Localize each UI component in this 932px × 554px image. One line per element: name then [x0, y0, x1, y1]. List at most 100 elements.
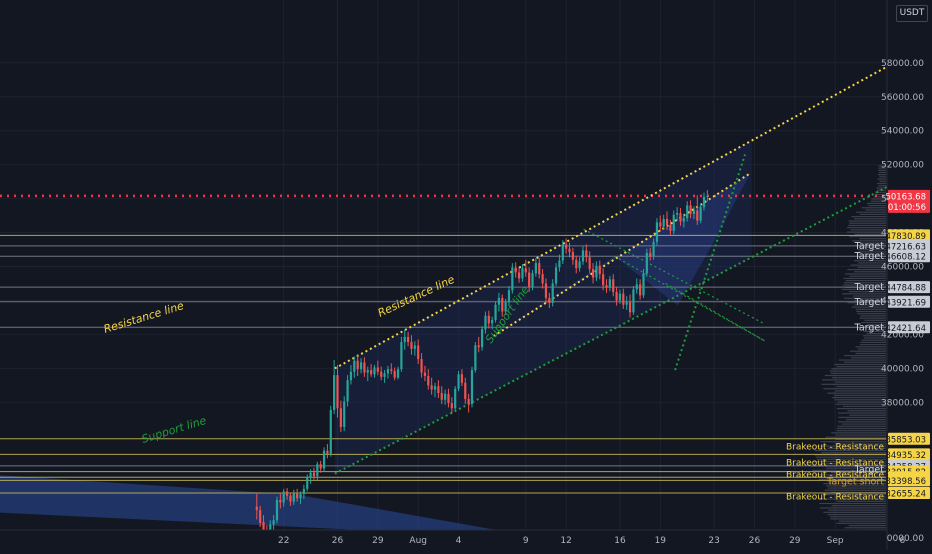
volume-profile-bar: [828, 509, 886, 511]
volume-profile-bar: [825, 467, 886, 469]
volume-profile-bar: [842, 405, 886, 407]
volume-profile-bar: [848, 291, 886, 293]
volume-profile-bar: [854, 304, 886, 306]
candle-body: [370, 370, 373, 375]
candle-body: [417, 345, 420, 360]
level-annotation: Target: [854, 241, 885, 252]
candle-body: [706, 195, 709, 197]
volume-profile-bar: [844, 297, 886, 299]
volume-profile-bar: [857, 262, 886, 264]
currency-button[interactable]: USDT: [896, 5, 928, 22]
price-label-background: [888, 487, 930, 500]
volume-profile-bar: [827, 480, 886, 483]
candle-body: [491, 319, 494, 324]
volume-profile-bar: [867, 202, 886, 204]
volume-profile-bar: [858, 251, 886, 253]
candle-body: [628, 302, 632, 313]
volume-profile-bar: [842, 293, 886, 295]
level-annotation: Target: [854, 251, 885, 262]
volume-profile-bar: [835, 434, 886, 436]
candle-body: [346, 380, 349, 402]
volume-profile-bar: [864, 337, 886, 339]
candle-body: [450, 403, 453, 409]
volume-profile-bar: [825, 436, 886, 438]
trendlines: [334, 40, 932, 475]
time-tick-label: 12: [560, 536, 571, 546]
candle-body: [484, 315, 487, 330]
candle-body: [659, 222, 662, 227]
candle-body: [474, 345, 477, 371]
candle-body: [322, 450, 326, 469]
volume-profile-bar: [834, 394, 886, 396]
candle-body: [309, 472, 312, 478]
volume-profile-bar: [846, 227, 886, 229]
candle-body: [292, 493, 295, 502]
candle-body: [669, 224, 672, 231]
volume-profile-bar: [830, 518, 886, 520]
volume-profile-bar: [844, 273, 886, 275]
volume-profile-bar: [866, 332, 886, 335]
candle-body: [682, 218, 685, 222]
price-label-background: [888, 432, 930, 445]
volume-profile-bar: [855, 244, 886, 246]
volume-profile-bar: [861, 321, 886, 324]
candle-body: [568, 248, 571, 253]
volume-profile-bar: [871, 200, 886, 202]
volume-profile-bar: [845, 419, 886, 421]
candle-body: [692, 210, 696, 214]
volume-profile-bar: [871, 198, 886, 200]
price-label-background: [888, 474, 930, 487]
price-label: 47830.89: [885, 232, 926, 242]
candle-body: [554, 267, 558, 284]
candle-body: [581, 250, 585, 262]
volume-profile-bar: [878, 167, 886, 169]
trendline: [583, 228, 766, 325]
volume-profile-bar: [834, 399, 886, 401]
price-countdown: 01:00:56: [888, 203, 926, 213]
candle-body: [655, 222, 659, 242]
level-annotation: Brakeout - Resistance: [786, 442, 884, 452]
grid-lines: [0, 0, 903, 539]
candle-body: [504, 302, 507, 312]
candle-body: [497, 297, 500, 305]
volume-profile-bar: [835, 438, 886, 441]
volume-profile-bar: [841, 423, 886, 425]
candle-body: [396, 369, 400, 378]
candle-body: [279, 499, 282, 503]
candle-body: [541, 274, 544, 284]
candle-body: [430, 385, 433, 390]
volume-profile-bar: [831, 368, 886, 370]
volume-profile-bar: [844, 355, 886, 357]
volume-profile-bar: [849, 414, 886, 416]
volume-profile-bar: [838, 416, 886, 419]
volume-profile-bar: [836, 500, 886, 502]
volume-profile-bar: [874, 193, 886, 196]
volume-profile-bar: [834, 443, 886, 445]
candle-body: [373, 367, 376, 375]
candle-body: [343, 401, 346, 427]
candle-body: [575, 259, 578, 269]
candle-body: [615, 291, 618, 301]
candle-body: [467, 398, 470, 405]
volume-profile-bar: [852, 240, 886, 242]
volume-profile-bar: [868, 204, 886, 207]
candle-body: [289, 495, 292, 502]
candle-body: [403, 336, 406, 343]
volume-profile-bar: [838, 520, 886, 522]
volume-profile-bar: [836, 385, 886, 388]
price-label: 46608.12: [885, 253, 926, 263]
candle-body: [635, 284, 638, 290]
price-label: 44784.88: [885, 284, 926, 294]
candle-body: [376, 367, 379, 372]
volume-profile-bar: [816, 458, 886, 460]
volume-profile-bar: [857, 348, 886, 350]
candle-body: [400, 342, 403, 370]
price-tick-label: 42000.00: [881, 330, 924, 340]
candle-body: [433, 386, 437, 390]
volume-profile-bar: [838, 359, 886, 361]
level-annotation: Brakeout - Resistance: [786, 493, 884, 503]
price-tick-label: 52000.00: [881, 161, 924, 171]
candle-body: [524, 268, 527, 273]
